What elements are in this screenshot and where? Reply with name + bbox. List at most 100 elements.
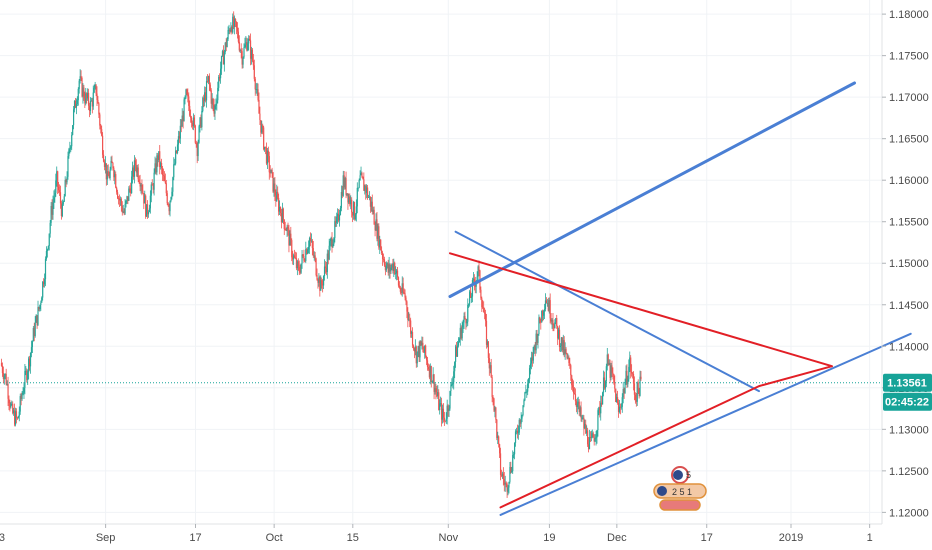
candle-body bbox=[161, 168, 164, 175]
candle bbox=[40, 300, 42, 311]
candle-body bbox=[554, 322, 556, 329]
candle-body bbox=[205, 92, 207, 101]
candle-body bbox=[339, 208, 342, 216]
candle bbox=[261, 120, 263, 135]
candle bbox=[460, 325, 462, 340]
candle bbox=[257, 83, 259, 102]
candle bbox=[250, 46, 253, 65]
candle bbox=[13, 407, 15, 416]
candle bbox=[58, 184, 61, 196]
trendline-1[interactable] bbox=[448, 81, 856, 298]
candle-body bbox=[89, 101, 92, 111]
candle-body bbox=[555, 317, 557, 323]
candle bbox=[230, 22, 232, 33]
candle-body bbox=[232, 16, 234, 33]
candle-body bbox=[161, 162, 163, 169]
candle bbox=[127, 196, 129, 205]
candle-body bbox=[308, 246, 310, 250]
candle bbox=[488, 353, 490, 376]
candle-body bbox=[558, 329, 561, 347]
candle-body bbox=[388, 264, 390, 273]
candle bbox=[574, 388, 577, 406]
candle-body bbox=[499, 444, 501, 454]
candle-body bbox=[346, 193, 348, 195]
candle bbox=[312, 240, 314, 258]
candle bbox=[157, 153, 159, 167]
candle bbox=[166, 190, 168, 206]
candle-body bbox=[615, 388, 617, 402]
trendline-4[interactable] bbox=[449, 252, 833, 509]
candle bbox=[180, 119, 182, 133]
candle-body bbox=[485, 320, 488, 345]
candle-body bbox=[352, 202, 355, 216]
trendline-3[interactable] bbox=[499, 332, 912, 516]
candle-body bbox=[381, 253, 384, 260]
candle-body bbox=[303, 256, 305, 261]
candle-body bbox=[291, 240, 293, 258]
candle bbox=[465, 318, 467, 330]
candle-body bbox=[453, 371, 455, 383]
trendline-drawings[interactable] bbox=[448, 81, 912, 516]
candle bbox=[294, 251, 297, 260]
current-price-label: 1.13561 bbox=[887, 378, 927, 390]
candle bbox=[224, 41, 226, 55]
candle-body bbox=[442, 408, 445, 418]
candle-body bbox=[80, 76, 82, 78]
candle bbox=[474, 276, 476, 294]
price-axis[interactable]: 1.18000 1.17500 1.17000 1.16500 1.16000 1.155… bbox=[882, 9, 929, 519]
candle bbox=[20, 392, 22, 406]
candle bbox=[190, 109, 192, 123]
candle-body bbox=[464, 316, 466, 319]
candle bbox=[489, 362, 491, 374]
candle-body bbox=[92, 92, 94, 107]
candle bbox=[282, 207, 284, 225]
candle-body bbox=[530, 357, 533, 364]
candle bbox=[206, 74, 209, 83]
candle-body bbox=[146, 204, 149, 215]
candle-body bbox=[226, 39, 228, 48]
candle bbox=[277, 186, 279, 200]
candle bbox=[161, 158, 163, 175]
candle-body bbox=[139, 182, 141, 187]
candle-body bbox=[450, 384, 452, 392]
candle-body bbox=[444, 420, 446, 422]
candle-body bbox=[273, 183, 275, 192]
candle bbox=[337, 208, 339, 225]
candle bbox=[133, 155, 136, 184]
candle bbox=[324, 261, 327, 274]
candle-body bbox=[79, 76, 81, 81]
candle bbox=[506, 482, 508, 498]
candle bbox=[400, 287, 402, 296]
candle bbox=[357, 187, 359, 192]
candle bbox=[308, 240, 310, 254]
candle bbox=[570, 364, 572, 381]
candle-body bbox=[86, 93, 88, 99]
candle bbox=[346, 193, 348, 197]
candle-body bbox=[597, 410, 599, 431]
candle bbox=[129, 185, 131, 193]
candle-body bbox=[469, 291, 472, 298]
candle-body bbox=[374, 224, 376, 231]
candle bbox=[438, 389, 440, 411]
candle bbox=[602, 370, 605, 397]
candle bbox=[636, 381, 638, 406]
candle-body bbox=[195, 142, 197, 144]
candle-body bbox=[109, 169, 111, 179]
candle-body bbox=[495, 407, 497, 420]
candle-body bbox=[405, 297, 407, 302]
candle bbox=[531, 352, 533, 367]
candle bbox=[533, 344, 535, 354]
candle-body bbox=[240, 50, 242, 52]
time-axis[interactable]: 13 Sep 17 Oct 15 Nov 19 Dec 17 2019 1 bbox=[0, 524, 873, 544]
candle bbox=[481, 296, 483, 312]
trendline-2[interactable] bbox=[454, 230, 760, 393]
candle-body bbox=[131, 176, 133, 194]
candle-body bbox=[465, 318, 467, 324]
candle bbox=[572, 378, 574, 392]
candle bbox=[427, 363, 430, 371]
candle-body bbox=[403, 292, 405, 294]
candle-body bbox=[603, 377, 606, 389]
candle bbox=[486, 339, 489, 348]
candle bbox=[216, 94, 218, 111]
